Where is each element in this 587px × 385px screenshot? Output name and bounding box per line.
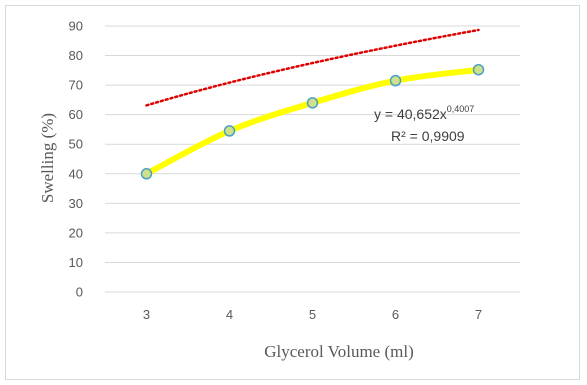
trendline-equation: y = 40,652x0,4007	[374, 104, 474, 122]
data-point-6	[389, 74, 402, 87]
y-tick-label: 40	[69, 166, 83, 181]
x-tick-label: 5	[309, 307, 316, 322]
data-points	[140, 63, 485, 180]
y-tick-label: 70	[69, 78, 83, 93]
data-point-7	[472, 63, 485, 76]
x-tick-label: 4	[226, 307, 233, 322]
r-squared-label: R² = 0,9909	[391, 128, 465, 144]
y-tick-label: 0	[76, 285, 83, 300]
y-tick-label: 80	[69, 48, 83, 63]
x-axis-title: Glycerol Volume (ml)	[264, 342, 414, 361]
y-axis-title: Swelling (%)	[38, 113, 57, 203]
x-tick-label: 3	[143, 307, 150, 322]
equation-exponent: 0,4007	[447, 104, 475, 114]
data-point-5	[306, 97, 319, 109]
y-tick-label: 20	[69, 225, 83, 240]
gridlines	[105, 25, 520, 293]
equation-base: y = 40,652x	[374, 106, 447, 122]
y-tick-label: 90	[69, 19, 83, 34]
power-trendline	[145, 28, 480, 107]
y-tick-label: 60	[69, 107, 83, 122]
y-tick-label: 50	[69, 137, 83, 152]
data-point-4	[223, 125, 236, 137]
y-tick-label: 10	[69, 255, 83, 270]
x-tick-label: 6	[392, 307, 399, 322]
x-tick-label: 7	[475, 307, 482, 322]
x-tick-labels: 3 4 5 6 7	[143, 307, 482, 322]
y-tick-label: 30	[69, 196, 83, 211]
y-tick-labels: 0 10 20 30 40 50 60 70 80 90	[69, 19, 83, 300]
data-point-3	[140, 168, 153, 180]
